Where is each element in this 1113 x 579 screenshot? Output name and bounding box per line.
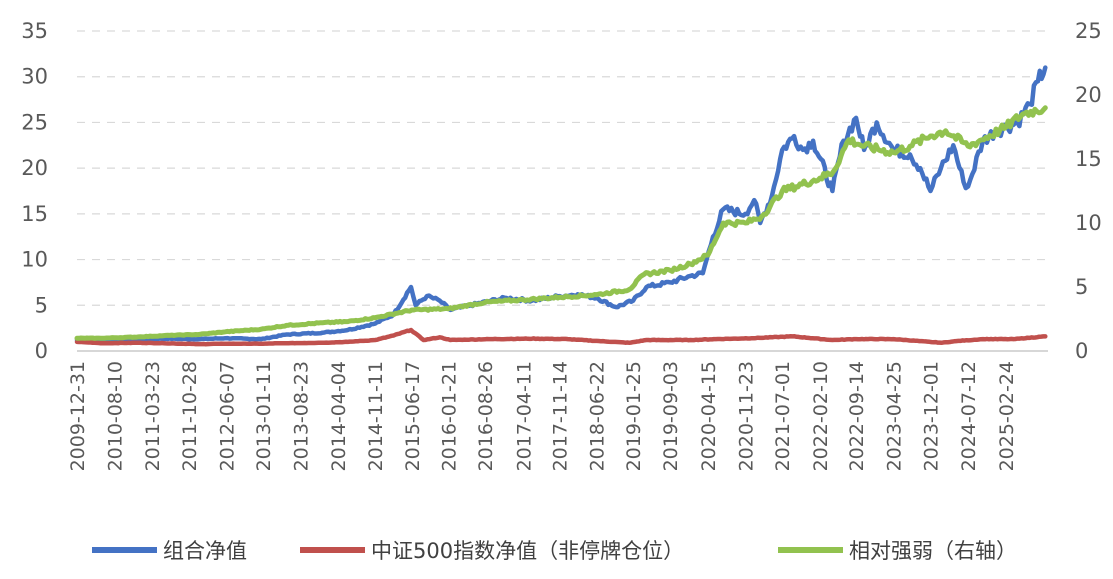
x-tick-label: 2023-04-25	[884, 361, 906, 471]
x-tick-labels: 2009-12-31 2010-08-10 2011-03-23 2011-10-28…	[67, 361, 1018, 471]
x-tick-label: 2022-09-14	[846, 361, 868, 471]
x-tick-label: 2012-06-07	[216, 361, 238, 471]
x-tick-label: 2022-02-10	[810, 361, 832, 471]
legend: 组合净值 中证500指数净值（非停牌仓位） 相对强弱（右轴）	[92, 539, 1017, 563]
series-line-2	[74, 105, 1048, 341]
y-left-tick-label: 5	[35, 293, 48, 317]
x-tick-label: 2025-02-24	[996, 361, 1018, 471]
y-right-tick-labels: 0 5 10 15 20 25	[1075, 19, 1102, 363]
gridlines	[77, 30, 1048, 306]
series-line-1	[74, 327, 1048, 347]
x-tick-label: 2015-06-17	[402, 361, 424, 471]
y-left-tick-label: 30	[21, 65, 48, 89]
y-left-tick-label: 25	[21, 110, 48, 134]
x-tick-label: 2013-08-23	[290, 361, 312, 471]
x-tick-label: 2013-01-11	[253, 361, 275, 471]
y-left-tick-label: 20	[21, 156, 48, 180]
x-tick-label: 2011-10-28	[179, 361, 201, 471]
x-tick-label: 2024-07-12	[958, 361, 980, 471]
x-tick-label: 2018-06-22	[587, 361, 609, 471]
y-left-tick-label: 0	[35, 339, 48, 363]
x-tick-label: 2010-08-10	[104, 361, 126, 471]
x-tick-label: 2017-11-14	[550, 361, 572, 471]
y-left-tick-label: 35	[21, 19, 48, 43]
y-left-tick-labels: 0 5 10 15 20 25 30 35	[21, 19, 48, 363]
legend-label-csi500: 中证500指数净值（非停牌仓位）	[371, 539, 684, 563]
y-right-tick-label: 10	[1075, 211, 1102, 235]
x-tick-label: 2009-12-31	[67, 361, 89, 471]
legend-label-portfolio: 组合净值	[163, 539, 247, 563]
x-tick-label: 2020-11-23	[735, 361, 757, 471]
y-right-tick-label: 0	[1075, 339, 1088, 363]
y-right-tick-label: 20	[1075, 83, 1102, 107]
x-tick-label: 2021-07-01	[772, 361, 794, 471]
x-tick-label: 2014-04-04	[328, 361, 350, 471]
y-left-tick-label: 10	[21, 248, 48, 272]
x-tick-label: 2017-04-11	[513, 361, 535, 471]
x-tick-label: 2020-04-15	[698, 361, 720, 471]
x-tick-label: 2023-12-01	[920, 361, 942, 471]
y-right-tick-label: 5	[1075, 275, 1088, 299]
x-tick-label: 2016-01-21	[438, 361, 460, 471]
y-right-tick-label: 15	[1075, 147, 1102, 171]
y-left-tick-label: 15	[21, 202, 48, 226]
series-lines	[74, 65, 1048, 347]
y-right-tick-label: 25	[1075, 19, 1102, 43]
x-tick-label: 2019-09-03	[660, 361, 682, 471]
x-tick-label: 2016-08-26	[475, 361, 497, 471]
x-tick-label: 2014-11-11	[365, 361, 387, 471]
x-tick-label: 2019-01-25	[623, 361, 645, 471]
x-tick-label: 2011-03-23	[142, 361, 164, 471]
legend-label-relative-strength: 相对强弱（右轴）	[849, 539, 1017, 563]
